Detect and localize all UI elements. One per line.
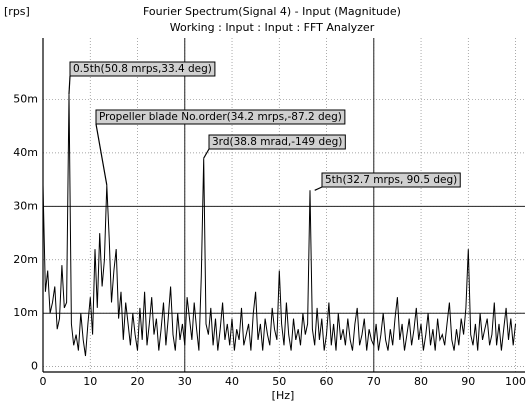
x-tick-label: 40	[225, 375, 239, 388]
y-tick-label: 50m	[13, 92, 38, 105]
x-tick-label: 70	[367, 375, 381, 388]
chart-title: Fourier Spectrum(Signal 4) - Input (Magn…	[143, 5, 401, 18]
x-tick-label: 20	[131, 375, 145, 388]
x-tick-label: 80	[414, 375, 428, 388]
x-tick-label: 90	[461, 375, 475, 388]
y-axis-label: [rps]	[4, 5, 30, 18]
annotation-box	[69, 61, 216, 77]
annotation-box	[95, 109, 346, 125]
y-tick-label: 40m	[13, 146, 38, 159]
annotation-text: 5th(32.7 mrps, 90.5 deg)	[325, 174, 457, 186]
y-tick-label: 20m	[13, 253, 38, 266]
x-axis-label: [Hz]	[272, 389, 295, 402]
x-tick-label: 0	[40, 375, 47, 388]
annotation-text: Propeller blade No.order(34.2 mrps,-87.2…	[99, 111, 342, 123]
x-tick-label: 100	[505, 375, 526, 388]
y-tick-label: 0	[31, 360, 38, 373]
annotation-leader	[203, 148, 210, 159]
annotation-leader	[68, 75, 71, 95]
x-tick-label: 50	[272, 375, 286, 388]
y-tick-label: 10m	[13, 306, 38, 319]
annotation-box	[321, 172, 461, 188]
annotation-text: 3rd(38.8 mrad,-149 deg)	[212, 136, 342, 148]
annotation-box	[208, 134, 346, 150]
annotation-leader	[314, 186, 323, 191]
spectrum-line	[42, 94, 516, 357]
annotation-leader	[95, 123, 108, 186]
x-tick-label: 10	[83, 375, 97, 388]
y-tick-label: 30m	[13, 199, 38, 212]
x-tick-label: 60	[320, 375, 334, 388]
chart-subtitle: Working : Input : Input : FFT Analyzer	[170, 21, 375, 34]
annotation-text: 0.5th(50.8 mrps,33.4 deg)	[73, 63, 212, 75]
x-tick-label: 30	[178, 375, 192, 388]
